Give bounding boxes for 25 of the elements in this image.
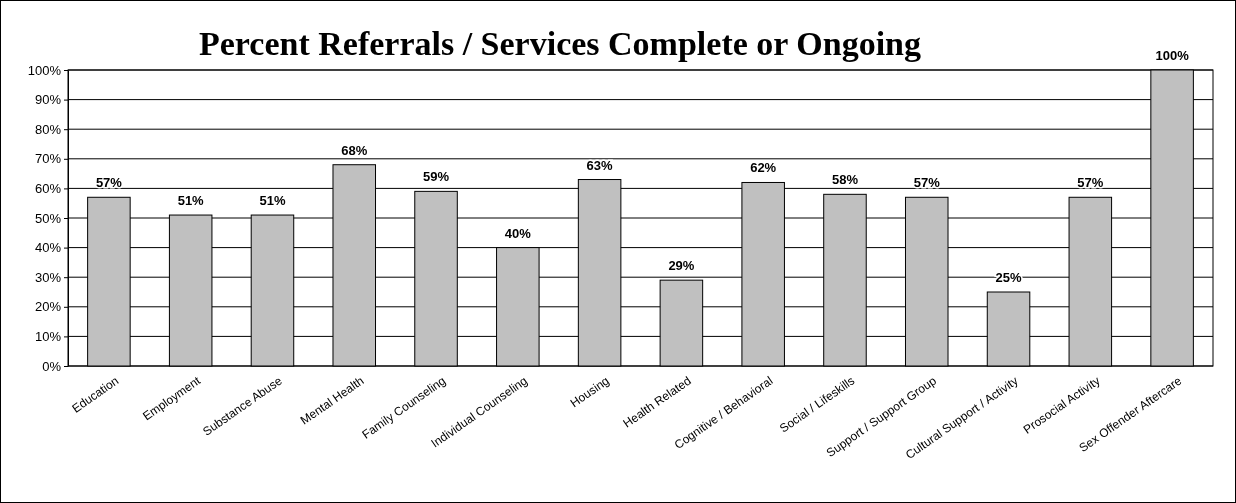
data-label: 40% <box>504 225 532 241</box>
data-label: 51% <box>177 193 205 209</box>
data-label: 100% <box>1155 48 1190 63</box>
y-tick-label: 90% <box>34 92 62 108</box>
y-tick-label: 50% <box>34 210 62 226</box>
data-label: 57% <box>913 175 941 191</box>
y-tick-label: 60% <box>34 181 62 197</box>
y-tick-label: 30% <box>34 269 62 285</box>
chart-title: Percent Referrals / Services Complete or Ongoing <box>199 25 921 62</box>
y-tick-label: 70% <box>34 151 62 167</box>
data-label: 62% <box>750 160 777 176</box>
data-label: 59% <box>423 169 450 185</box>
y-tick-label: 20% <box>34 299 62 315</box>
y-tick-label: 80% <box>34 121 62 137</box>
data-label: 68% <box>341 142 368 158</box>
y-tick-label: 10% <box>34 329 62 345</box>
data-label: 57% <box>1077 175 1104 191</box>
y-tick-label: 40% <box>34 240 62 256</box>
data-label: 51% <box>259 193 286 209</box>
data-label: 29% <box>668 258 695 274</box>
y-tick-label: 0% <box>42 358 62 374</box>
data-label: 58% <box>831 172 859 188</box>
y-tick-label: 100% <box>27 62 62 78</box>
data-label: 57% <box>95 175 123 191</box>
data-label: 63% <box>586 157 614 173</box>
